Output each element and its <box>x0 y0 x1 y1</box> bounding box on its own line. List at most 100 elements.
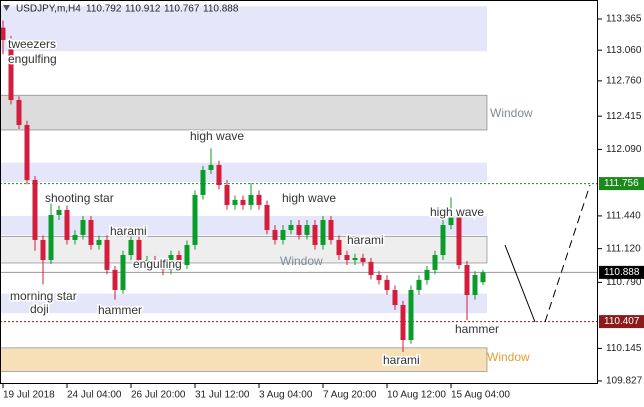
candle-body <box>176 254 182 266</box>
y-tick-label: 113.365 <box>606 14 642 25</box>
candle-body <box>32 180 38 240</box>
candle-body <box>360 257 366 262</box>
candle-body <box>88 220 94 245</box>
candle-body <box>56 209 62 215</box>
pattern-label: high wave <box>282 191 336 205</box>
pattern-label: morning star <box>10 289 77 303</box>
candle-body <box>472 274 478 295</box>
zone-label: Window <box>487 350 530 364</box>
candle-body <box>304 225 310 235</box>
zone <box>0 347 488 372</box>
candle-body <box>128 239 134 255</box>
candle-body <box>400 305 406 341</box>
y-tick-label: 112.415 <box>606 111 642 122</box>
candle-body <box>264 204 270 231</box>
ohlc-open: 110.792 <box>86 4 122 15</box>
zone <box>0 236 488 264</box>
symbol-icon <box>3 5 10 11</box>
candle-body <box>296 225 302 235</box>
candle-body <box>336 239 342 255</box>
candle-body <box>248 194 254 205</box>
candle-body <box>120 254 126 290</box>
y-tick-label: 110.145 <box>606 343 642 354</box>
y-tick-label: 113.060 <box>606 45 642 56</box>
price-level-label: 110.888 <box>604 267 640 278</box>
candle-body <box>72 234 78 240</box>
candle-body <box>112 269 118 290</box>
candle-body <box>368 261 374 275</box>
zone-label: Window <box>280 254 323 268</box>
x-tick-label: 19 Jul 2018 <box>3 390 55 401</box>
x-tick-label: 15 Aug 04:00 <box>451 390 510 401</box>
pattern-label: harami <box>383 353 420 367</box>
pattern-label: high wave <box>190 129 244 143</box>
x-tick-label: 10 Aug 12:00 <box>387 390 446 401</box>
symbol: USDJPY,m,H4 <box>16 4 81 15</box>
zone <box>0 293 487 314</box>
price-level-label: 111.756 <box>604 178 639 189</box>
forecast-line <box>544 184 591 323</box>
candle-body <box>432 254 438 270</box>
candle-body <box>136 239 142 266</box>
ohlc-close: 110.888 <box>203 4 239 15</box>
candle-body <box>344 254 350 261</box>
plot <box>0 20 486 352</box>
price-level-box <box>599 177 644 191</box>
pattern-label: shooting star <box>45 191 114 205</box>
plot-frame <box>0 0 598 384</box>
candle-body <box>272 230 278 240</box>
candle-body <box>232 199 238 205</box>
price-level-box <box>599 265 644 279</box>
y-tick-label: 111.440 <box>606 211 641 222</box>
candle-body <box>152 260 158 266</box>
x-tick-label: 3 Aug 04:00 <box>259 390 313 401</box>
candle-body <box>328 220 334 240</box>
y-tick-label: 111.120 <box>606 243 641 254</box>
ohlc-low: 110.767 <box>164 4 200 15</box>
candle-body <box>16 100 22 125</box>
candle-body <box>24 124 30 181</box>
candle-body <box>376 274 382 280</box>
pattern-label: high wave <box>430 205 484 219</box>
candle-body <box>8 39 14 101</box>
y-tick-label: 110.790 <box>606 277 642 288</box>
candle-body <box>440 225 446 255</box>
candle-body <box>0 27 6 40</box>
price-level-box <box>599 315 644 329</box>
candle-body <box>464 265 470 295</box>
candle-body <box>256 194 262 205</box>
y-tick-label: 112.090 <box>606 144 642 155</box>
candle-body <box>64 209 70 240</box>
zone <box>0 6 487 52</box>
pattern-label: harami <box>110 224 147 238</box>
candle-body <box>448 214 454 226</box>
candle-body <box>96 239 102 245</box>
x-tick-label: 26 Jul 20:00 <box>131 390 186 401</box>
candle-body <box>480 272 486 283</box>
candle-body <box>352 257 358 261</box>
candle-body <box>48 214 54 261</box>
candle-body <box>80 220 86 235</box>
pattern-label: engulfing <box>133 257 182 271</box>
candle-body <box>288 225 294 231</box>
x-tick-label: 31 Jul 12:00 <box>195 390 250 401</box>
pattern-label: hammer <box>455 322 499 336</box>
x-tick-label: 24 Jul 04:00 <box>67 390 122 401</box>
y-tick-label: 112.760 <box>606 76 642 87</box>
candle-body <box>456 214 462 266</box>
candle-body <box>160 265 166 270</box>
candle-body <box>312 225 318 245</box>
pattern-label: tweezers <box>8 37 56 51</box>
x-tick-label: 7 Aug 20:00 <box>323 390 377 401</box>
forecast-line <box>504 244 536 323</box>
candle-body <box>104 239 110 270</box>
candle-body <box>184 244 190 266</box>
y-tick-label: 109.827 <box>606 376 643 387</box>
candle-body <box>224 185 230 205</box>
candle-body <box>280 230 286 240</box>
zone <box>0 215 487 236</box>
candle-body <box>384 279 390 290</box>
price-level-label: 110.407 <box>604 316 640 327</box>
